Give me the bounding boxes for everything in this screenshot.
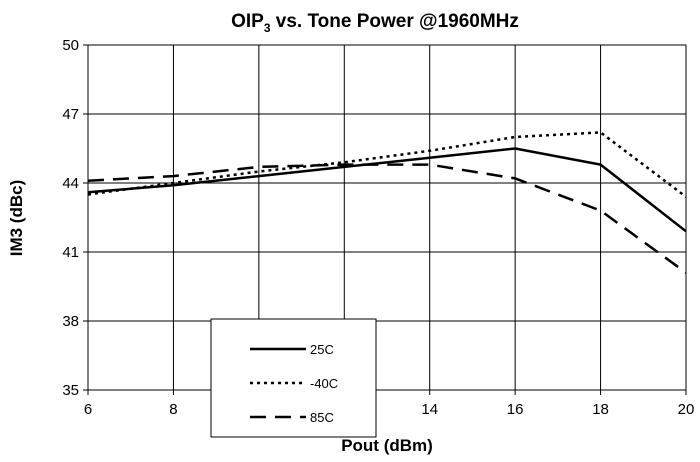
grid — [87, 44, 687, 391]
plot-frame — [87, 44, 687, 391]
x-tick-label: 20 — [678, 401, 695, 418]
y-tick-label: 47 — [62, 106, 79, 123]
chart-title-rest: vs. Tone Power @1960MHz — [271, 11, 519, 32]
chart-title-subscript: 3 — [264, 21, 271, 35]
y-axis-title: IM3 (dBc) — [7, 180, 26, 257]
y-tick-label: 35 — [62, 382, 79, 399]
series-line--40C — [87, 131, 687, 198]
legend-label: 85C — [310, 410, 334, 425]
chart-title-main: OIP — [231, 11, 264, 32]
x-tick-label: 6 — [84, 401, 92, 418]
legend-box — [210, 318, 377, 438]
x-axis-title: Pout (dBm) — [341, 436, 433, 455]
y-tick-label: 50 — [62, 37, 79, 54]
x-tick-label: 18 — [592, 401, 609, 418]
chart-title: OIP3 vs. Tone Power @1960MHz — [231, 11, 519, 35]
tick-labels: 68101214161820353841444750 — [62, 37, 694, 418]
series-line-25C — [87, 147, 687, 233]
y-tick-label: 38 — [62, 313, 79, 330]
series-line-85C — [87, 163, 687, 274]
legend-label: 25C — [310, 342, 334, 357]
x-tick-label: 14 — [421, 401, 438, 418]
legend-items: 25C -40C 85C — [250, 342, 338, 425]
legend: 25C -40C 85C — [210, 318, 377, 438]
legend-label: -40C — [310, 376, 338, 391]
y-tick-label: 41 — [62, 244, 79, 261]
y-tick-label: 44 — [62, 175, 79, 192]
series-lines — [87, 131, 687, 274]
x-tick-label: 8 — [169, 401, 177, 418]
x-tick-label: 16 — [507, 401, 524, 418]
